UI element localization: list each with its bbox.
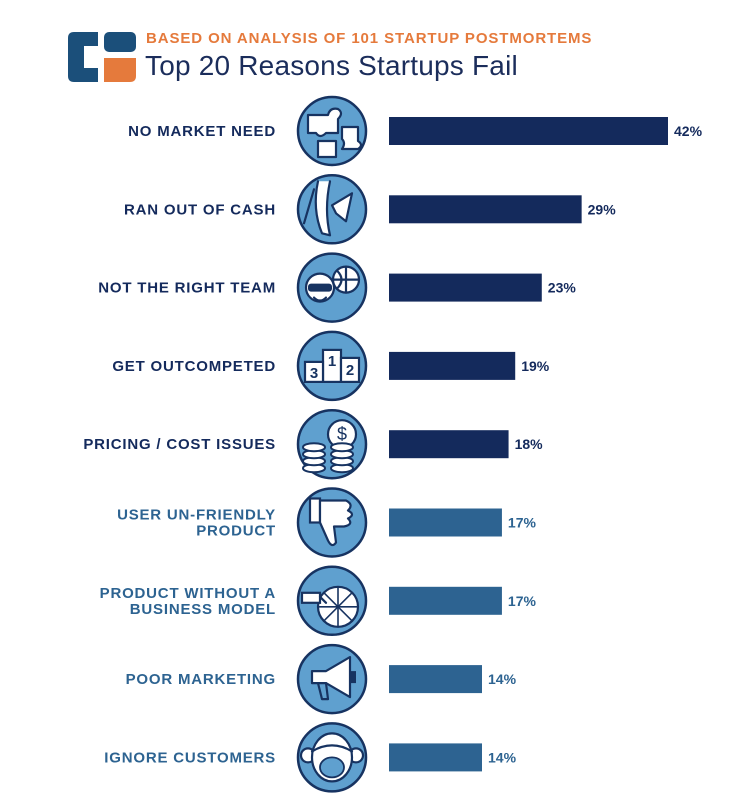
chart-title: Top 20 Reasons Startups Fail [145, 50, 518, 81]
icon-circle [296, 174, 368, 245]
value-label: 42% [674, 123, 703, 139]
megaphone-icon [296, 643, 368, 715]
bar [389, 430, 509, 459]
chart-row: IGNORE CUSTOMERS 14% [104, 722, 517, 793]
category-label: IGNORE CUSTOMERS [104, 749, 276, 766]
value-label: 29% [588, 201, 617, 217]
cb-logo-icon [68, 32, 136, 82]
empty-pocket-icon [296, 174, 368, 245]
podium-number: 2 [346, 362, 354, 379]
bar [389, 665, 482, 694]
chart-subtitle: BASED ON ANALYSIS OF 101 STARTUP POSTMOR… [146, 30, 593, 47]
category-label: PRODUCT WITHOUT A [100, 585, 276, 602]
bar [389, 586, 502, 615]
monkey-icon [296, 722, 368, 793]
category-label: USER UN-FRIENDLY [117, 507, 276, 524]
category-label: RAN OUT OF CASH [124, 201, 276, 218]
category-label: POOR MARKETING [126, 671, 276, 688]
chart-row: RAN OUT OF CASH 29% [124, 174, 617, 245]
coins-icon: $ [296, 408, 368, 480]
value-label: 18% [515, 436, 544, 452]
category-label: PRICING / COST ISSUES [83, 436, 276, 453]
value-label: 23% [548, 280, 577, 296]
podium-number: 3 [310, 365, 318, 382]
category-label: NO MARKET NEED [128, 123, 276, 140]
chart-header: BASED ON ANALYSIS OF 101 STARTUP POSTMOR… [0, 0, 738, 100]
thumbs-down-icon [296, 487, 368, 558]
category-label: NOT THE RIGHT TEAM [98, 280, 276, 297]
dollar-sign-icon: $ [337, 424, 347, 444]
category-label: GET OUTCOMPETED [112, 358, 276, 375]
value-label: 14% [488, 671, 517, 687]
value-label: 19% [521, 358, 550, 374]
podium-icon: 312 [296, 330, 368, 402]
wheel-icon [296, 565, 368, 637]
category-label: PRODUCT [196, 523, 276, 540]
bar [389, 195, 582, 224]
category-label: BUSINESS MODEL [130, 601, 276, 618]
chart-row: GET OUTCOMPETED 312 19% [112, 330, 550, 402]
bar [389, 743, 482, 772]
bar [389, 273, 542, 302]
value-label: 14% [488, 749, 517, 765]
bar [389, 508, 502, 537]
bar [389, 351, 516, 380]
chart-row: NO MARKET NEED 42% [128, 95, 703, 167]
bar [389, 117, 668, 145]
chart-row: POOR MARKETING 14% [126, 643, 517, 715]
value-label: 17% [508, 593, 537, 609]
chart-row: PRICING / COST ISSUES $ 18% [83, 408, 544, 480]
team-icon [296, 252, 368, 323]
chart-row: NOT THE RIGHT TEAM 23% [98, 252, 577, 323]
puzzle-icon [296, 95, 368, 167]
podium-number: 1 [328, 353, 336, 370]
value-label: 17% [508, 515, 537, 531]
